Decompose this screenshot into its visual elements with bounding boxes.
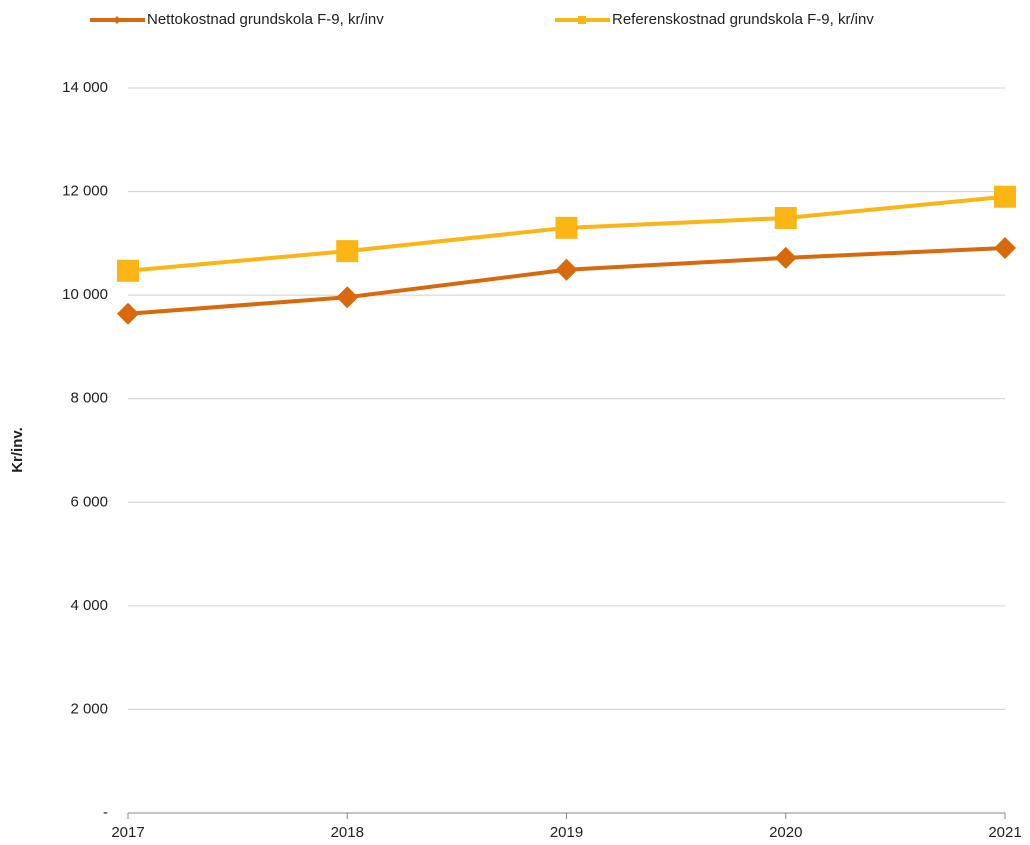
y-tick-label: - <box>103 804 108 821</box>
marker <box>113 16 121 24</box>
y-tick-label: 2 000 <box>70 700 108 717</box>
y-tick-label: 10 000 <box>62 286 108 303</box>
y-tick-label: 12 000 <box>62 183 108 200</box>
marker <box>336 240 359 263</box>
y-tick-label: 8 000 <box>70 390 108 407</box>
y-tick-label: 14 000 <box>62 79 108 96</box>
marker <box>994 185 1016 208</box>
x-tick-label: 2020 <box>769 824 802 841</box>
x-tick-label: 2017 <box>111 824 144 841</box>
legend-label: Nettokostnad grundskola F-9, kr/inv <box>147 11 384 28</box>
x-tick-label: 2019 <box>550 824 583 841</box>
marker <box>774 246 797 269</box>
marker <box>336 286 359 309</box>
legend-label: Referenskostnad grundskola F-9, kr/inv <box>612 11 874 28</box>
marker <box>117 259 139 282</box>
marker <box>117 302 139 325</box>
y-axis-label: Kr/inv. <box>9 427 26 473</box>
x-tick-label: 2021 <box>988 824 1021 841</box>
x-tick-label: 2018 <box>331 824 364 841</box>
marker <box>578 16 586 24</box>
y-tick-label: 4 000 <box>70 597 108 614</box>
y-tick-label: 6 000 <box>70 493 108 510</box>
marker <box>555 216 578 239</box>
marker <box>994 237 1016 260</box>
marker <box>555 258 578 281</box>
marker <box>774 206 797 229</box>
